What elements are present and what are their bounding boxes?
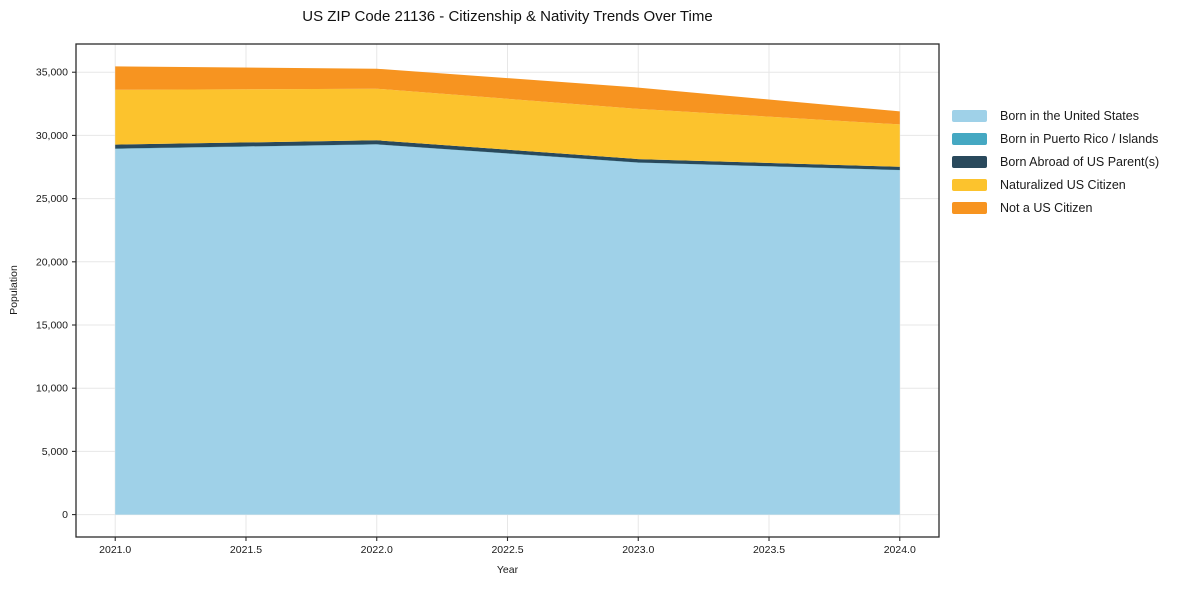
y-tick-label: 30,000 xyxy=(36,130,68,142)
y-tick-label: 20,000 xyxy=(36,256,68,268)
y-tick-label: 5,000 xyxy=(42,446,68,458)
legend-label: Born Abroad of US Parent(s) xyxy=(1000,154,1160,169)
area-naturalized-us-citizen xyxy=(115,88,900,167)
y-tick-label: 15,000 xyxy=(36,320,68,332)
x-tick-label: 2023.0 xyxy=(622,544,654,556)
legend-swatch-icon xyxy=(952,132,987,145)
legend-item: Not a US Citizen xyxy=(952,196,1159,219)
y-tick-label: 35,000 xyxy=(36,67,68,79)
y-axis-label: Population xyxy=(8,265,20,315)
area-born-in-the-united-states xyxy=(115,144,900,515)
legend: Born in the United States Born in Puerto … xyxy=(952,104,1159,219)
x-tick-label: 2023.5 xyxy=(753,544,785,556)
x-tick-label: 2022.0 xyxy=(361,544,393,556)
y-tick-label: 25,000 xyxy=(36,193,68,205)
legend-swatch-icon xyxy=(952,201,987,214)
area-born-abroad-of-us-parent-s xyxy=(115,140,900,170)
area-not-a-us-citizen xyxy=(115,66,900,125)
x-tick-label: 2021.0 xyxy=(99,544,131,556)
legend-item: Naturalized US Citizen xyxy=(952,173,1159,196)
legend-swatch-icon xyxy=(952,178,987,191)
legend-swatch-icon xyxy=(952,109,987,122)
legend-item: Born in the United States xyxy=(952,104,1159,127)
legend-label: Naturalized US Citizen xyxy=(1000,177,1126,192)
y-tick-label: 0 xyxy=(62,509,68,521)
chart-title: US ZIP Code 21136 - Citizenship & Nativi… xyxy=(302,8,713,25)
legend-item: Born Abroad of US Parent(s) xyxy=(952,150,1159,173)
x-tick-label: 2022.5 xyxy=(491,544,523,556)
x-axis-label: Year xyxy=(496,564,519,576)
legend-label: Born in Puerto Rico / Islands xyxy=(1000,131,1159,146)
legend-swatch-icon xyxy=(952,155,987,168)
x-tick-label: 2024.0 xyxy=(884,544,916,556)
legend-label: Born in the United States xyxy=(1000,108,1139,123)
x-tick-label: 2021.5 xyxy=(230,544,262,556)
legend-label: Not a US Citizen xyxy=(1000,200,1093,215)
y-tick-label: 10,000 xyxy=(36,383,68,395)
legend-item: Born in Puerto Rico / Islands xyxy=(952,127,1159,150)
